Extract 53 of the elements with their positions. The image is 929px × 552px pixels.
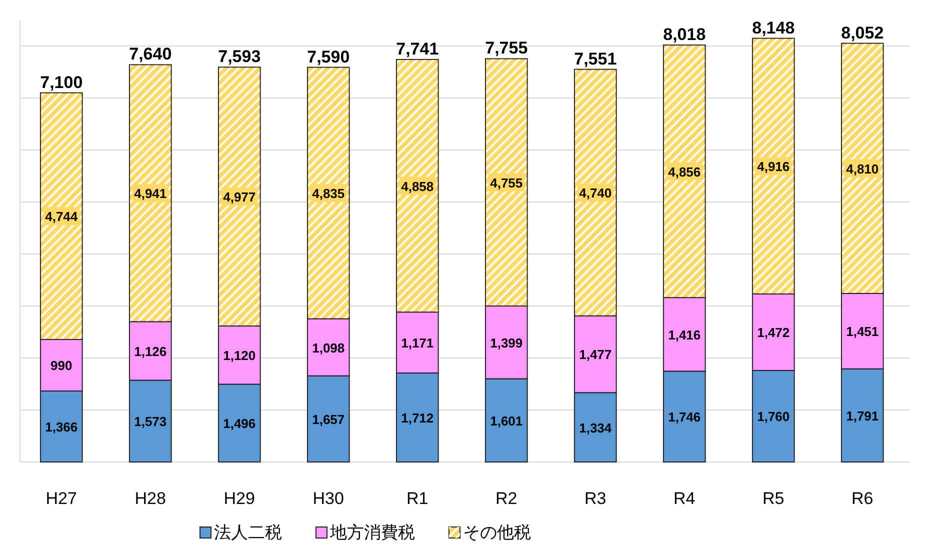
data-label: 1,416: [668, 327, 701, 342]
data-label: 990: [50, 358, 72, 374]
data-label: 4,856: [668, 164, 701, 180]
legend-label: その他税: [463, 523, 531, 542]
data-label: 1,126: [134, 344, 167, 359]
legend-label: 地方消費税: [329, 523, 415, 542]
total-label: 7,640: [129, 44, 172, 64]
data-label: 1,496: [223, 416, 256, 432]
data-label: 1,334: [579, 420, 612, 436]
x-tick-label: R3: [584, 489, 606, 508]
data-label: 4,740: [579, 186, 612, 201]
data-label: 4,810: [846, 161, 879, 176]
data-label: 1,760: [757, 409, 790, 424]
data-label: 1,601: [490, 413, 523, 428]
data-label: 4,916: [757, 159, 790, 174]
data-label: 1,477: [579, 347, 612, 362]
data-label: 4,835: [312, 186, 345, 202]
legend-label: 法人二税: [214, 523, 282, 542]
data-label: 4,941: [134, 186, 167, 202]
total-label: 7,593: [218, 47, 261, 66]
x-tick-label: R4: [674, 489, 696, 508]
data-label: 1,791: [846, 408, 879, 424]
data-label: 4,744: [45, 209, 78, 224]
data-label: 1,573: [134, 414, 167, 430]
total-label: 7,100: [40, 72, 83, 92]
total-label: 8,052: [841, 23, 884, 42]
data-label: 1,399: [490, 335, 523, 350]
x-tick-label: H27: [46, 489, 77, 508]
data-label: 1,657: [312, 412, 345, 427]
x-tick-label: H29: [224, 489, 255, 508]
x-tick-label: R2: [496, 489, 518, 508]
x-tick-label: H30: [312, 489, 344, 508]
total-label: 7,755: [485, 38, 528, 58]
data-label: 1,171: [401, 336, 434, 351]
data-label: 4,858: [401, 178, 434, 194]
data-label: 1,746: [668, 410, 701, 425]
total-label: 7,590: [307, 47, 350, 66]
x-tick-label: H28: [134, 489, 166, 508]
total-label: 7,551: [574, 49, 617, 68]
total-label: 8,148: [752, 18, 795, 38]
data-label: 1,472: [757, 325, 790, 340]
data-label: 1,366: [45, 419, 78, 434]
data-label: 1,120: [223, 348, 256, 364]
x-tick-label: R1: [406, 489, 428, 508]
data-label: 1,451: [846, 324, 879, 340]
data-label: 4,755: [490, 175, 523, 190]
total-label: 7,741: [396, 39, 439, 58]
x-tick-label: R6: [852, 489, 874, 508]
x-tick-label: R5: [762, 489, 784, 508]
data-label: 1,098: [312, 340, 345, 356]
data-label: 4,977: [223, 190, 256, 205]
total-label: 8,018: [663, 25, 706, 44]
data-label: 1,712: [401, 410, 434, 426]
